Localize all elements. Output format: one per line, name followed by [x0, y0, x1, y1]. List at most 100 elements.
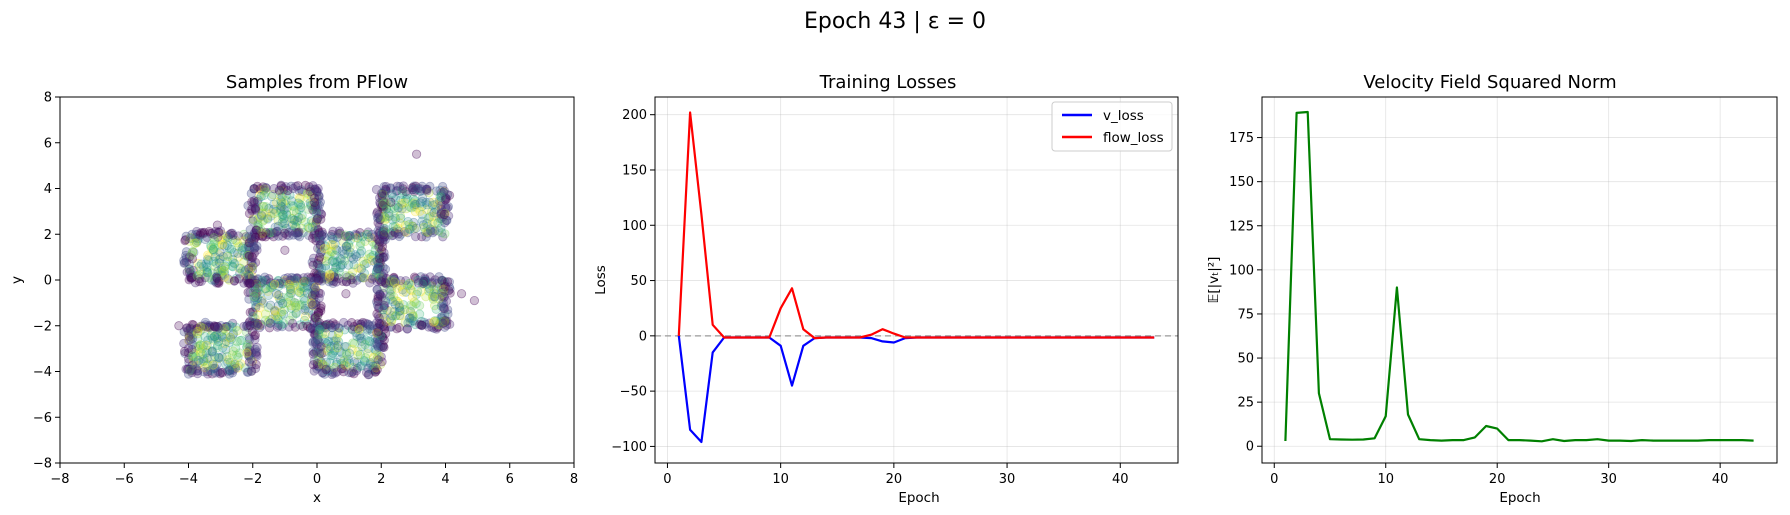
scatter-point: [278, 198, 288, 208]
scatter-point: [195, 350, 205, 360]
scatter-point: [269, 232, 279, 242]
scatter-point: [373, 264, 383, 274]
scatter-point: [296, 213, 306, 224]
scatter-point: [207, 244, 217, 254]
scatter-point: [392, 186, 402, 196]
scatter-point: [228, 254, 238, 265]
scatter-point: [377, 228, 387, 238]
scatter-point: [244, 251, 254, 261]
scatter-point: [378, 321, 388, 331]
scatter-point: [348, 254, 358, 264]
scatter-point: [425, 284, 435, 294]
scatter-point: [375, 290, 385, 301]
scatter-point: [183, 326, 193, 336]
scatter-point: [294, 185, 304, 196]
scatter-point: [180, 346, 190, 357]
scatter-point: [284, 292, 294, 302]
scatter-point: [211, 258, 221, 268]
scatter-point: [372, 297, 382, 307]
scatter-point: [184, 331, 194, 341]
scatter-point: [409, 297, 419, 307]
scatter-point: [193, 229, 203, 239]
scatter-point: [309, 329, 319, 339]
scatter-point: [294, 300, 304, 310]
scatter-point: [207, 333, 218, 343]
scatter-point: [355, 349, 365, 360]
scatter-point: [417, 216, 427, 226]
scatter-point: [378, 234, 389, 244]
scatter-point: [376, 213, 387, 223]
scatter-point: [408, 311, 418, 322]
scatter-point: [310, 201, 321, 211]
velocity-y-tick-label: 0: [1246, 440, 1254, 455]
scatter-point: [348, 274, 358, 285]
scatter-plot-area: [174, 149, 480, 380]
scatter-point: [195, 322, 206, 332]
scatter-point: [313, 307, 324, 318]
scatter-point: [195, 266, 206, 276]
scatter-point: [296, 185, 307, 195]
scatter-point: [356, 272, 367, 282]
scatter-point: [441, 194, 452, 204]
scatter-point: [198, 340, 209, 351]
scatter-point: [432, 186, 442, 196]
scatter-point: [311, 205, 322, 215]
scatter-point: [242, 275, 252, 286]
scatter-point: [224, 365, 234, 375]
scatter-point: [424, 322, 434, 332]
scatter-point: [233, 363, 243, 373]
scatter-point: [397, 200, 407, 210]
scatter-point: [187, 361, 197, 371]
scatter-point: [332, 367, 342, 377]
scatter-point: [181, 235, 191, 245]
scatter-point: [209, 229, 219, 240]
scatter-point: [288, 230, 298, 240]
scatter-point: [443, 277, 453, 287]
scatter-point: [228, 346, 238, 356]
scatter-point: [245, 278, 255, 289]
scatter-point: [360, 318, 370, 328]
scatter-point: [259, 201, 269, 212]
scatter-point: [405, 318, 415, 328]
scatter-point: [259, 190, 269, 201]
scatter-point: [363, 349, 373, 359]
scatter-point: [389, 275, 399, 285]
scatter-point: [311, 285, 321, 295]
scatter-point: [192, 324, 202, 334]
scatter-point: [218, 332, 228, 343]
scatter-point: [303, 272, 313, 282]
scatter-point: [187, 254, 198, 264]
scatter-point: [187, 327, 197, 337]
scatter-point: [321, 364, 331, 375]
scatter-point: [417, 321, 427, 331]
scatter-point: [242, 233, 253, 243]
scatter-point: [375, 276, 386, 286]
scatter-point: [317, 230, 327, 241]
scatter-point: [248, 286, 259, 297]
scatter-point: [209, 321, 219, 331]
scatter-point: [376, 352, 386, 362]
scatter-y-tick-label: −6: [33, 411, 52, 426]
scatter-point: [248, 252, 258, 263]
scatter-point: [179, 338, 189, 349]
scatter-point: [387, 189, 397, 199]
scatter-point: [405, 284, 415, 294]
scatter-point: [310, 313, 320, 323]
scatter-point: [285, 284, 296, 295]
scatter-point: [388, 226, 399, 237]
scatter-point: [247, 317, 257, 328]
scatter-point: [247, 307, 258, 317]
scatter-point: [245, 342, 255, 352]
scatter-point: [214, 353, 224, 363]
scatter-point: [321, 256, 331, 266]
scatter-point: [246, 263, 256, 273]
scatter-point: [316, 342, 326, 352]
scatter-point: [314, 275, 324, 286]
scatter-point: [325, 358, 335, 368]
scatter-point: [282, 203, 292, 213]
scatter-point: [427, 277, 437, 287]
scatter-point: [407, 221, 418, 231]
scatter-point: [372, 323, 382, 333]
scatter-point: [215, 369, 225, 379]
scatter-point: [436, 192, 446, 202]
